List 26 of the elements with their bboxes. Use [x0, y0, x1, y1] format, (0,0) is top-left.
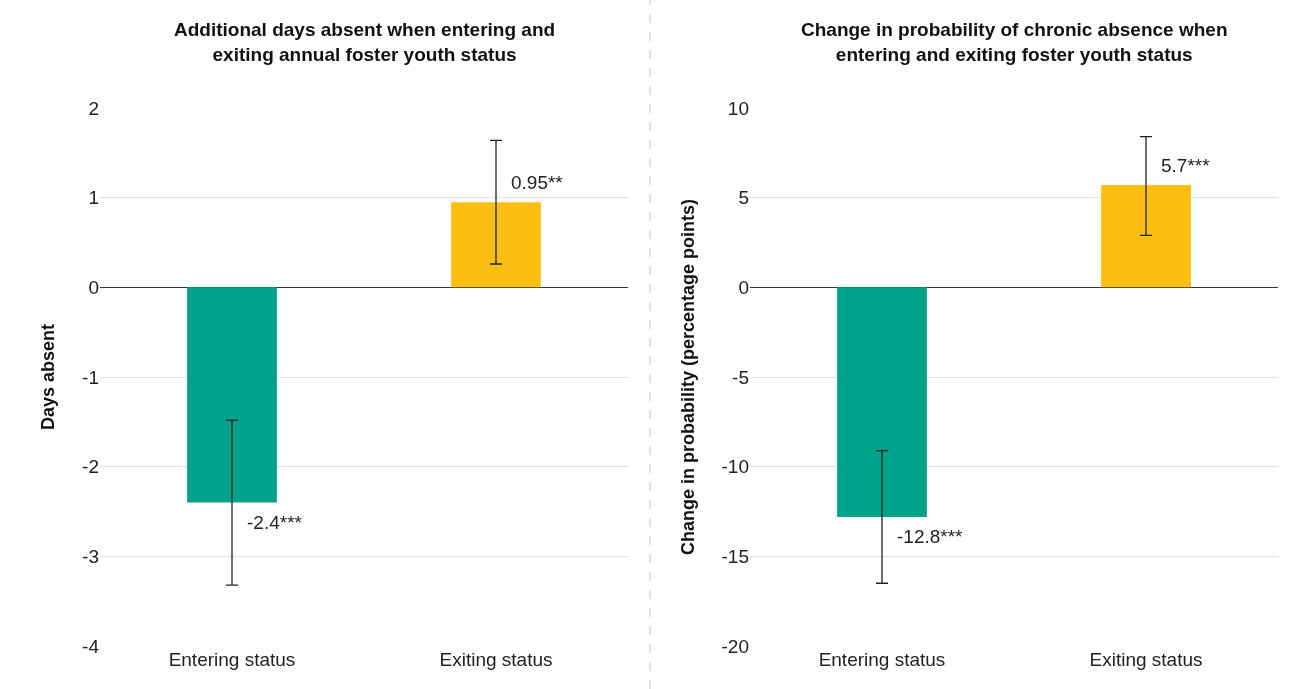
y-axis-title: Change in probability (percentage points) — [677, 198, 698, 556]
data-label: -12.8*** — [897, 526, 964, 547]
y-tick-label: 0 — [88, 276, 99, 298]
y-tick-label: -1 — [82, 366, 99, 388]
y-tick-label: -10 — [721, 456, 749, 478]
y-tick-label: 5 — [738, 187, 749, 209]
y-tick-label: -3 — [82, 545, 99, 567]
x-tick-label: Entering status — [818, 649, 946, 670]
y-tick-label: 0 — [738, 276, 749, 298]
y-tick-label: -15 — [721, 545, 749, 567]
y-tick-label: 2 — [88, 97, 99, 119]
y-tick-label: -20 — [721, 635, 749, 657]
data-label: 0.95** — [511, 172, 564, 193]
x-tick-label: Exiting status — [439, 649, 553, 670]
data-label: -2.4*** — [247, 512, 303, 533]
chart-title: Change in probability of chronic absence when entering and exiting foster youth status — [801, 19, 1228, 65]
y-tick-label: -2 — [82, 456, 99, 478]
y-axis-title: Days absent — [38, 323, 59, 431]
x-tick-label: Exiting status — [1089, 649, 1203, 670]
y-tick-label: -4 — [82, 635, 100, 657]
data-label: 5.7*** — [1161, 155, 1211, 176]
y-tick-label: 10 — [727, 97, 749, 119]
x-tick-label: Entering status — [168, 649, 296, 670]
y-tick-label: -5 — [732, 366, 749, 388]
chart-title: Additional days absent when entering and exiting annual foster youth status — [174, 19, 556, 65]
y-tick-label: 1 — [88, 187, 99, 209]
